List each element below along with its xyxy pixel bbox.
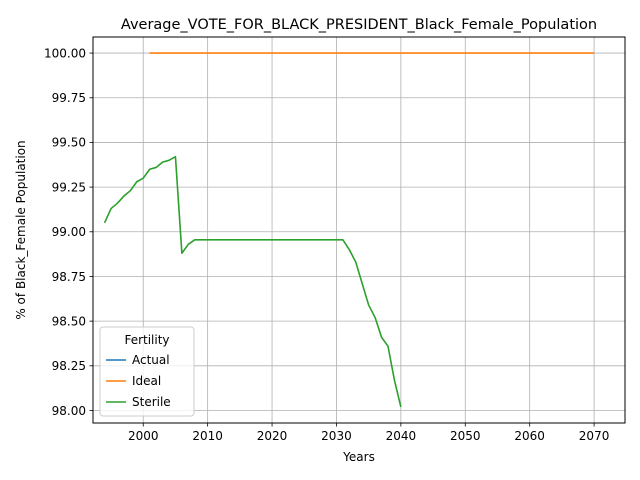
legend-title: Fertility [124, 333, 169, 347]
y-tick-label: 99.50 [52, 136, 86, 150]
x-tick-label: 2020 [257, 429, 288, 443]
x-tick-label: 2010 [192, 429, 223, 443]
y-tick-label: 99.75 [52, 91, 86, 105]
series-line-sterile [103, 155, 402, 408]
y-tick-label: 98.75 [52, 270, 86, 284]
legend-items: Actual Ideal Sterile [106, 353, 171, 409]
y-tick-label: 98.50 [52, 314, 86, 328]
x-axis-ticks: 2000 2010 2020 2030 2040 2050 2060 2070 [128, 423, 609, 443]
x-axis-label: Years [342, 450, 375, 464]
x-tick-label: 2040 [386, 429, 417, 443]
y-tick-label: 98.25 [52, 359, 86, 373]
x-tick-label: 2000 [128, 429, 159, 443]
x-tick-label: 2060 [514, 429, 545, 443]
legend-label-ideal: Ideal [132, 374, 161, 388]
y-axis-ticks: 98.00 98.25 98.50 98.75 99.00 99.25 99.50 99.75… [44, 46, 93, 418]
plot-area-frame [92, 36, 626, 424]
y-axis-label: % of Black_Female Population [14, 140, 28, 319]
legend-label-sterile: Sterile [132, 395, 171, 409]
x-tick-label: 2050 [450, 429, 481, 443]
x-tick-label: 2030 [321, 429, 352, 443]
y-tick-label: 99.25 [52, 180, 86, 194]
legend: Fertility Actual Ideal Sterile [99, 326, 195, 417]
y-tick-label: 98.00 [52, 404, 86, 418]
y-tick-label: 99.00 [52, 225, 86, 239]
y-tick-label: 100.00 [44, 46, 86, 60]
legend-label-actual: Actual [132, 353, 170, 367]
chart-title: Average_VOTE_FOR_BLACK_PRESIDENT_Black_F… [121, 17, 597, 33]
x-tick-label: 2070 [579, 429, 610, 443]
series-lines [103, 52, 595, 408]
legend-box [99, 326, 195, 417]
